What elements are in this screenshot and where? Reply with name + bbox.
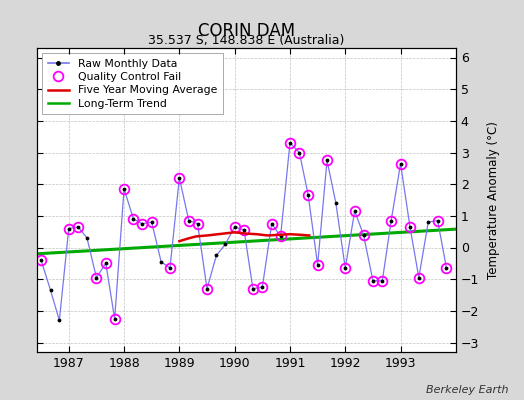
Y-axis label: Temperature Anomaly (°C): Temperature Anomaly (°C)	[487, 121, 500, 279]
Legend: Raw Monthly Data, Quality Control Fail, Five Year Moving Average, Long-Term Tren: Raw Monthly Data, Quality Control Fail, …	[42, 54, 223, 114]
Text: CORIN DAM: CORIN DAM	[198, 22, 295, 40]
Text: 35.537 S, 148.838 E (Australia): 35.537 S, 148.838 E (Australia)	[148, 34, 344, 47]
Text: Berkeley Earth: Berkeley Earth	[426, 385, 508, 395]
